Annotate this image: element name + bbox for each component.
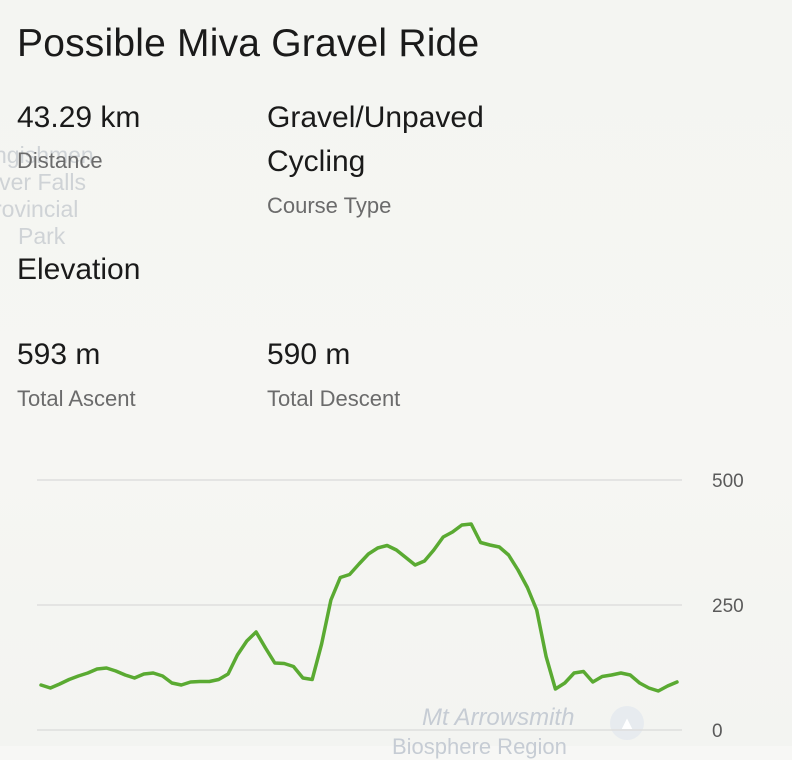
elevation-profile-chart[interactable]: 500 250 0 — [0, 440, 792, 746]
elevation-line — [41, 524, 677, 691]
total-ascent-label: Total Ascent — [17, 386, 136, 412]
y-tick-label: 0 — [712, 721, 723, 742]
course-type-label: Course Type — [267, 193, 391, 219]
total-descent-label: Total Descent — [267, 386, 400, 412]
y-tick-label: 500 — [712, 471, 744, 492]
page-title: Possible Miva Gravel Ride — [17, 22, 479, 66]
course-type-value: Gravel/Unpaved Cycling — [267, 96, 567, 184]
elevation-heading: Elevation — [17, 253, 140, 287]
distance-value: 43.29 km — [17, 101, 140, 135]
distance-label: Distance — [17, 148, 103, 174]
y-tick-label: 250 — [712, 596, 744, 617]
total-descent-value: 590 m — [267, 338, 350, 372]
total-ascent-value: 593 m — [17, 338, 100, 372]
